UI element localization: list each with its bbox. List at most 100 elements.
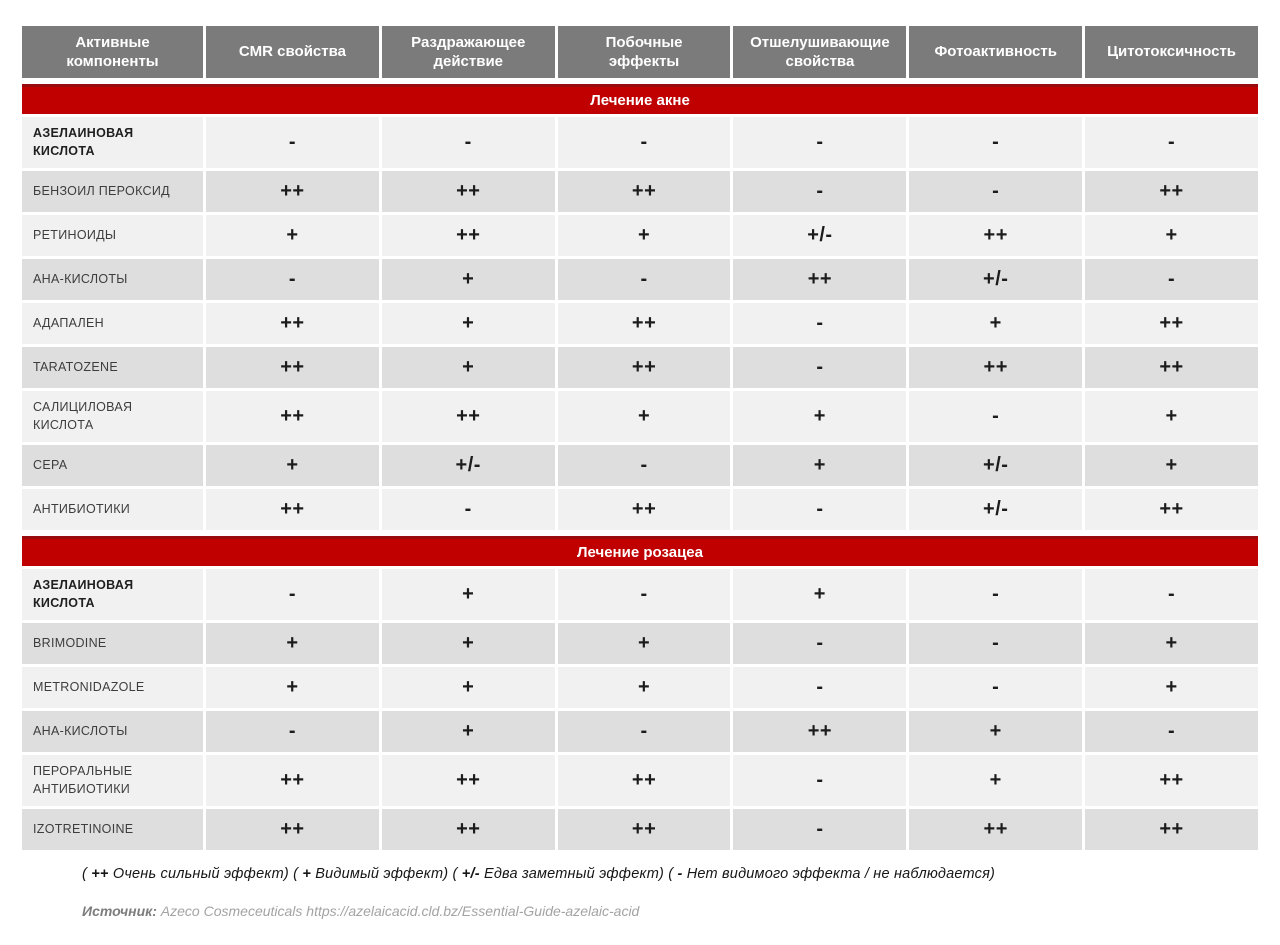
cell-value: - [733, 489, 907, 530]
cell-value: - [909, 391, 1083, 442]
source-label: Источник: [82, 903, 157, 919]
cell-value: +/- [381, 445, 555, 486]
cell-value: - [909, 569, 1083, 620]
cell-value: + [381, 711, 555, 752]
cell-value: + [733, 391, 907, 442]
cell-value: - [557, 117, 731, 168]
cell-value: ++ [557, 809, 731, 850]
table-row: АЗЕЛАИНОВАЯ КИСЛОТА - - - - - - [22, 117, 1258, 168]
cell-value: ++ [557, 171, 731, 212]
cell-value: ++ [909, 215, 1083, 256]
cell-value: - [206, 117, 379, 168]
cell-value: - [206, 259, 379, 300]
row-label: АДАПАЛЕН [22, 303, 203, 344]
cell-value: + [206, 623, 379, 664]
cell-value: - [733, 117, 907, 168]
cell-value: ++ [206, 755, 379, 806]
table-row: АНТИБИОТИКИ ++ - ++ - +/- ++ [22, 489, 1258, 530]
cell-value: +/- [909, 489, 1083, 530]
cell-value: ++ [381, 755, 555, 806]
row-label: САЛИЦИЛОВАЯ КИСЛОТА [22, 391, 203, 442]
cell-value: - [733, 347, 907, 388]
row-label: СЕРА [22, 445, 203, 486]
table-row: АНА-КИСЛОТЫ - + - ++ +/- - [22, 259, 1258, 300]
table-header-row: Активные компоненты CMR свойства Раздражаю… [22, 26, 1258, 78]
cell-value: + [381, 259, 555, 300]
cell-value: + [206, 667, 379, 708]
cell-value: + [557, 391, 731, 442]
cell-value: + [381, 303, 555, 344]
source-text: Azeco Cosmeceuticals https://azelaicacid… [160, 903, 640, 919]
cell-value: - [1085, 711, 1258, 752]
cell-value: ++ [1085, 303, 1258, 344]
cell-value: - [1085, 259, 1258, 300]
cell-value: - [733, 303, 907, 344]
cell-value: - [909, 667, 1083, 708]
cell-value: - [1085, 569, 1258, 620]
cell-value: + [381, 569, 555, 620]
cell-value: + [733, 569, 907, 620]
cell-value: + [381, 623, 555, 664]
cell-value: +/- [909, 259, 1083, 300]
effects-legend: ( ++ Очень сильный эффект) ( + Видимый э… [82, 866, 1202, 882]
row-label: АЗЕЛАИНОВАЯ КИСЛОТА [22, 569, 203, 620]
table-row: АДАПАЛЕН ++ + ++ - + ++ [22, 303, 1258, 344]
cell-value: - [381, 117, 555, 168]
cell-value: ++ [206, 391, 379, 442]
cell-value: ++ [381, 215, 555, 256]
legend-item: ( +/- Едва заметный эффект) [452, 866, 669, 882]
cell-value: ++ [557, 489, 731, 530]
cell-value: + [909, 755, 1083, 806]
cell-value: + [909, 711, 1083, 752]
row-label: IZOTRETINOINE [22, 809, 203, 850]
header-cell: Активные компоненты [22, 26, 203, 78]
cell-value: ++ [909, 347, 1083, 388]
cell-value: + [206, 215, 379, 256]
row-label: АЗЕЛАИНОВАЯ КИСЛОТА [22, 117, 203, 168]
cell-value: ++ [206, 489, 379, 530]
table-row: ПЕРОРАЛЬНЫЕ АНТИБИОТИКИ ++ ++ ++ - + ++ [22, 755, 1258, 806]
comparison-table: Активные компоненты CMR свойства Раздражаю… [22, 26, 1258, 850]
row-label: АНА-КИСЛОТЫ [22, 711, 203, 752]
cell-value: ++ [1085, 809, 1258, 850]
cell-value: ++ [557, 347, 731, 388]
cell-value: - [206, 711, 379, 752]
legend-symbol: + [302, 866, 312, 882]
cell-value: + [206, 445, 379, 486]
cell-value: - [733, 667, 907, 708]
legend-item: ( ++ Очень сильный эффект) [82, 866, 294, 882]
table-row: TARATOZENE ++ + ++ - ++ ++ [22, 347, 1258, 388]
row-label: БЕНЗОИЛ ПЕРОКСИД [22, 171, 203, 212]
legend-symbol: - [677, 866, 683, 882]
cell-value: - [1085, 117, 1258, 168]
cell-value: ++ [206, 303, 379, 344]
cell-value: ++ [733, 711, 907, 752]
cell-value: ++ [733, 259, 907, 300]
table-row: АЗЕЛАИНОВАЯ КИСЛОТА - + - + - - [22, 569, 1258, 620]
cell-value: ++ [206, 171, 379, 212]
row-label: METRONIDAZOLE [22, 667, 203, 708]
table-row: АНА-КИСЛОТЫ - + - ++ + - [22, 711, 1258, 752]
cell-value: - [733, 623, 907, 664]
cell-value: ++ [1085, 755, 1258, 806]
cell-value: ++ [1085, 347, 1258, 388]
table-row: СЕРА + +/- - + +/- + [22, 445, 1258, 486]
row-label: ПЕРОРАЛЬНЫЕ АНТИБИОТИКИ [22, 755, 203, 806]
cell-value: - [909, 623, 1083, 664]
cell-value: + [1085, 391, 1258, 442]
legend-item: ( - Нет видимого эффекта / не наблюдаетс… [668, 866, 996, 882]
cell-value: + [1085, 445, 1258, 486]
cell-value: - [557, 259, 731, 300]
cell-value: ++ [206, 347, 379, 388]
cell-value: ++ [381, 809, 555, 850]
table-row: IZOTRETINOINE ++ ++ ++ - ++ ++ [22, 809, 1258, 850]
cell-value: + [557, 623, 731, 664]
table-row: BRIMODINE + + + - - + [22, 623, 1258, 664]
legend-item: ( + Видимый эффект) [293, 866, 453, 882]
cell-value: ++ [381, 171, 555, 212]
cell-value: + [909, 303, 1083, 344]
cell-value: +/- [909, 445, 1083, 486]
cell-value: - [909, 117, 1083, 168]
row-label: РЕТИНОИДЫ [22, 215, 203, 256]
